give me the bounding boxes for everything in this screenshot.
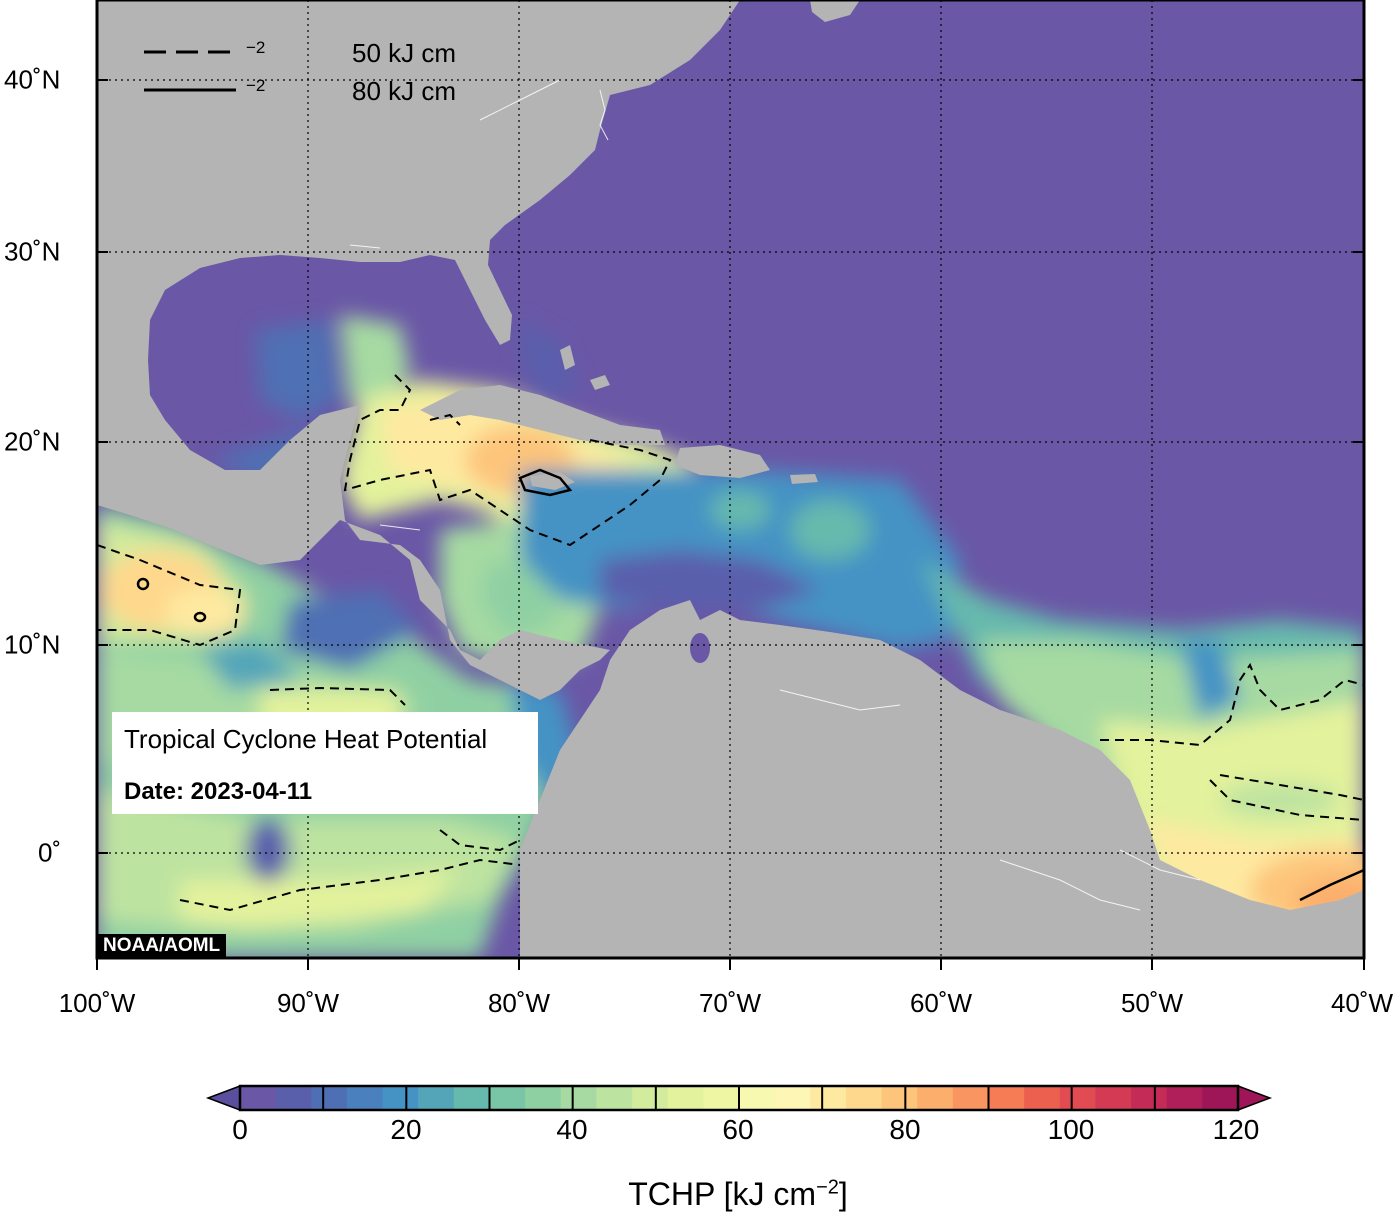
colorbar-title: TCHP [kJ cm−2]	[628, 1176, 848, 1212]
colorbar	[205, 1084, 1273, 1112]
colorbar-swatch	[1166, 1086, 1203, 1110]
legend-dashed-label: 50 kJ cm −2	[246, 38, 457, 68]
colorbar-swatch	[240, 1086, 277, 1110]
info-box: Tropical Cyclone Heat Potential Date: 20…	[112, 712, 538, 814]
x-tick-label: 40˚W	[1330, 988, 1394, 1018]
y-tick-label: 0˚	[38, 837, 62, 868]
colorbar-swatch	[703, 1086, 740, 1110]
y-tick-label: 30˚N	[4, 236, 61, 267]
y-tick-label: 10˚N	[4, 629, 61, 660]
colorbar-swatch	[739, 1086, 776, 1110]
colorbar-swatch	[382, 1086, 419, 1110]
colorbar-swatch	[311, 1086, 348, 1110]
colorbar-swatch	[489, 1086, 526, 1110]
x-tick-label: 90˚W	[276, 988, 340, 1018]
colorbar-left-arrow	[205, 1084, 241, 1112]
credit-label: NOAA/AOML	[97, 934, 227, 958]
legend-solid-label: 80 kJ cm −2	[246, 76, 457, 106]
colorbar-swatch	[1202, 1086, 1239, 1110]
lake-maracaibo	[690, 633, 710, 663]
x-tick-label: 80˚W	[487, 988, 551, 1018]
solid-line-icon	[144, 88, 236, 92]
colorbar-swatch	[596, 1086, 633, 1110]
colorbar-swatch	[845, 1086, 883, 1110]
colorbar-swatch	[1059, 1086, 1097, 1110]
colorbar-swatch	[525, 1086, 562, 1110]
y-tick-label: 20˚N	[4, 426, 61, 457]
dashed-line-icon	[144, 50, 236, 54]
colorbar-tick-label: 100	[1047, 1114, 1095, 1145]
x-tick-label: 50˚W	[1120, 988, 1184, 1018]
colorbar-tick-label: 120	[1212, 1114, 1260, 1145]
contours-80	[136, 468, 1364, 902]
colorbar-swatch	[810, 1086, 847, 1110]
colorbar-right-arrow	[1237, 1084, 1273, 1112]
colorbar-tick-label: 40	[556, 1114, 588, 1145]
colorbar-swatch	[667, 1086, 704, 1110]
colorbar-swatch	[1131, 1086, 1168, 1110]
x-tick-label: 70˚W	[698, 988, 762, 1018]
map-date: Date: 2023-04-11	[124, 778, 313, 805]
axis-ticks	[96, 79, 1365, 970]
colorbar-swatch	[453, 1086, 491, 1110]
colorbar-swatch	[346, 1086, 384, 1110]
map-title: Tropical Cyclone Heat Potential	[124, 724, 488, 754]
colorbar-swatch	[774, 1086, 811, 1110]
colorbar-tick-label: 0	[232, 1114, 248, 1145]
contours-50	[97, 374, 1364, 912]
colorbar-swatch	[1024, 1086, 1061, 1110]
colorbar-swatch	[275, 1086, 312, 1110]
x-tick-label: 60˚W	[909, 988, 973, 1018]
colorbar-tick-label: 60	[722, 1114, 754, 1145]
colorbar-swatch	[632, 1086, 669, 1110]
colorbar-swatch	[952, 1086, 990, 1110]
x-tick-label: 100˚W	[58, 988, 136, 1018]
land	[97, 0, 1364, 958]
colorbar-swatch	[418, 1086, 455, 1110]
colorbar-swatch	[917, 1086, 954, 1110]
coast-highlights	[349, 79, 1201, 911]
y-tick-label: 40˚N	[4, 64, 61, 95]
colorbar-tick-label: 20	[390, 1114, 422, 1145]
colorbar-tick-label: 80	[889, 1114, 921, 1145]
colorbar-swatch	[560, 1086, 598, 1110]
colorbar-swatch	[881, 1086, 918, 1110]
colorbar-swatch	[988, 1086, 1025, 1110]
colorbar-swatch	[1095, 1086, 1132, 1110]
